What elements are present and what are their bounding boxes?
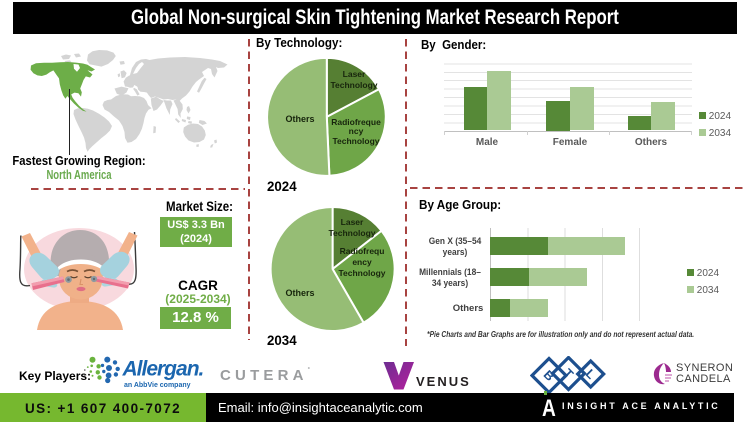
svg-text:Allergan.: Allergan. bbox=[122, 358, 204, 381]
svg-text:an AbbVie company: an AbbVie company bbox=[124, 382, 191, 389]
